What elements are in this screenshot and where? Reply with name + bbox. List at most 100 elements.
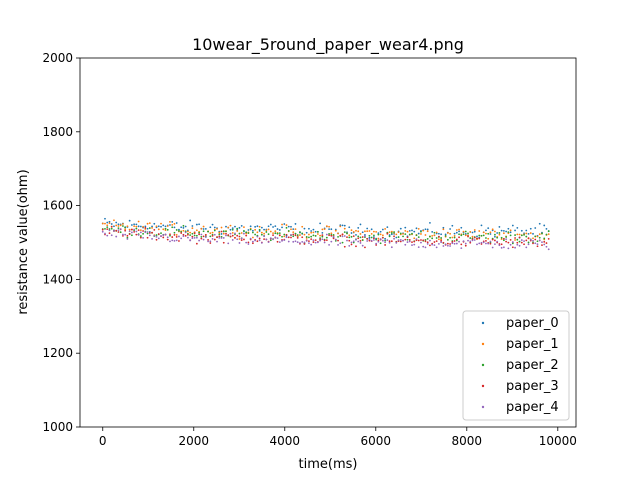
data-point-paper_4 — [124, 233, 127, 236]
legend-marker-paper_2 — [481, 363, 485, 367]
data-point-paper_3 — [460, 243, 463, 246]
data-point-paper_3 — [314, 239, 317, 242]
data-point-paper_0 — [485, 229, 487, 232]
data-point-paper_4 — [254, 239, 257, 242]
data-point-paper_0 — [471, 231, 474, 234]
data-point-paper_3 — [243, 238, 245, 241]
data-point-paper_1 — [449, 232, 451, 235]
data-point-paper_4 — [469, 240, 472, 243]
data-point-paper_3 — [139, 236, 142, 239]
data-point-paper_0 — [133, 223, 136, 226]
data-point-paper_3 — [251, 242, 254, 245]
data-point-paper_4 — [368, 238, 371, 241]
x-tick-label: 8000 — [452, 434, 483, 448]
data-point-paper_0 — [238, 226, 241, 229]
data-point-paper_3 — [258, 237, 261, 240]
data-point-paper_1 — [202, 225, 205, 228]
data-point-paper_2 — [238, 232, 241, 235]
data-point-paper_3 — [467, 235, 469, 238]
data-point-paper_3 — [137, 229, 140, 232]
data-point-paper_3 — [453, 240, 456, 242]
data-point-paper_2 — [189, 234, 192, 237]
data-point-paper_0 — [437, 232, 440, 235]
data-point-paper_4 — [505, 238, 508, 241]
data-point-paper_3 — [207, 238, 209, 241]
data-point-paper_3 — [135, 233, 138, 236]
data-point-paper_4 — [122, 233, 124, 236]
data-point-paper_4 — [496, 240, 499, 243]
data-point-paper_0 — [319, 222, 322, 225]
data-point-paper_0 — [274, 225, 277, 228]
data-point-paper_0 — [341, 224, 344, 227]
data-point-paper_4 — [290, 233, 292, 236]
data-point-paper_0 — [431, 230, 434, 233]
data-point-paper_1 — [220, 226, 223, 229]
data-point-paper_2 — [352, 241, 355, 244]
data-point-paper_4 — [303, 241, 306, 244]
data-point-paper_2 — [404, 233, 407, 236]
data-point-paper_0 — [180, 226, 183, 229]
data-point-paper_1 — [195, 229, 198, 232]
data-point-paper_0 — [473, 230, 476, 233]
data-point-paper_3 — [148, 232, 151, 234]
data-point-paper_1 — [283, 235, 286, 238]
y-axis-ticks: 1000 1200 1400 1600 1800 2000 — [42, 51, 80, 434]
data-point-paper_2 — [485, 237, 487, 239]
data-point-paper_2 — [278, 232, 281, 234]
data-point-paper_0 — [173, 226, 176, 229]
data-point-paper_0 — [137, 225, 140, 228]
data-point-paper_3 — [373, 237, 375, 240]
data-point-paper_2 — [178, 230, 180, 232]
data-point-paper_4 — [113, 230, 115, 232]
y-tick-label: 1600 — [42, 199, 73, 213]
data-point-paper_2 — [417, 236, 420, 239]
data-point-paper_1 — [469, 231, 472, 233]
data-point-paper_1 — [357, 230, 360, 233]
data-point-paper_3 — [193, 232, 196, 235]
data-point-paper_1 — [397, 231, 400, 234]
data-point-paper_2 — [191, 232, 194, 235]
data-point-paper_3 — [404, 238, 407, 241]
data-point-paper_4 — [511, 241, 514, 243]
data-point-paper_0 — [294, 223, 297, 225]
data-point-paper_0 — [231, 227, 234, 230]
data-point-paper_1 — [137, 220, 140, 223]
data-point-paper_2 — [139, 235, 142, 237]
data-point-paper_0 — [310, 230, 313, 232]
data-point-paper_3 — [222, 241, 225, 244]
data-point-paper_1 — [364, 230, 366, 233]
data-point-paper_2 — [547, 230, 550, 233]
data-point-paper_4 — [417, 246, 420, 249]
data-point-paper_3 — [308, 240, 310, 242]
data-point-paper_0 — [144, 225, 147, 228]
data-point-paper_1 — [173, 222, 176, 225]
data-point-paper_0 — [373, 236, 375, 238]
data-point-paper_1 — [108, 222, 111, 225]
data-point-paper_0 — [357, 227, 360, 229]
data-point-paper_2 — [420, 230, 422, 233]
data-point-paper_4 — [471, 239, 474, 242]
data-point-paper_0 — [151, 225, 153, 228]
data-point-paper_4 — [213, 233, 216, 236]
data-point-paper_0 — [130, 224, 133, 226]
data-point-paper_3 — [536, 245, 539, 248]
data-point-paper_2 — [312, 234, 315, 237]
x-tick-label: 10000 — [539, 434, 577, 448]
data-point-paper_1 — [155, 225, 158, 228]
data-point-paper_4 — [148, 234, 151, 237]
data-point-paper_1 — [243, 226, 245, 229]
data-point-paper_1 — [281, 223, 283, 226]
data-point-paper_3 — [494, 239, 496, 242]
data-point-paper_1 — [229, 224, 232, 227]
data-point-paper_4 — [431, 243, 434, 246]
data-point-paper_2 — [478, 234, 481, 237]
data-point-paper_4 — [272, 238, 274, 241]
data-point-paper_0 — [220, 233, 223, 235]
data-point-paper_2 — [305, 236, 308, 238]
data-point-paper_0 — [104, 217, 106, 220]
data-point-paper_0 — [240, 224, 243, 227]
data-point-paper_2 — [218, 233, 221, 236]
data-point-paper_1 — [370, 233, 373, 235]
data-point-paper_4 — [231, 239, 234, 241]
data-point-paper_3 — [399, 240, 402, 243]
